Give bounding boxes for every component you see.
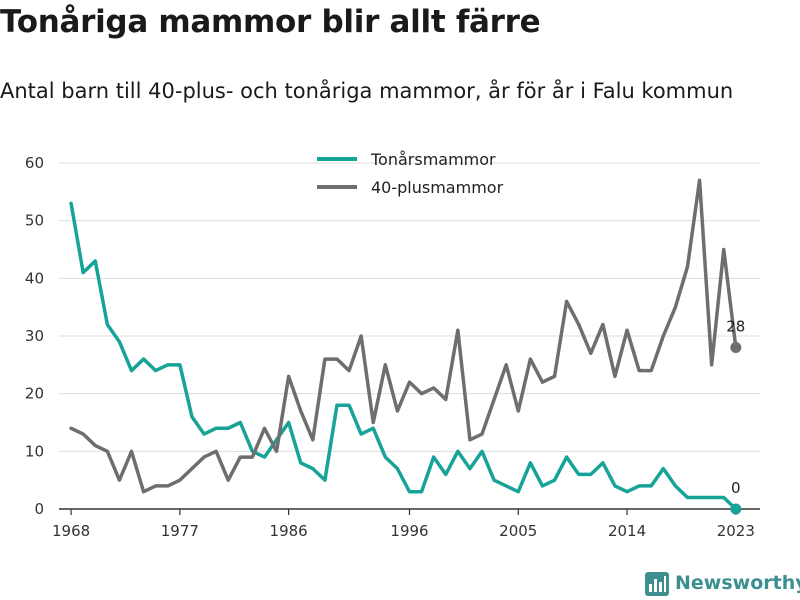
y-tick-label: 40 — [25, 269, 44, 287]
y-tick-label: 30 — [25, 327, 44, 345]
series-lines — [69, 178, 738, 511]
y-axis-ticks: 0 10 20 30 40 50 60 — [25, 154, 44, 518]
grid-lines — [59, 162, 760, 510]
x-tick-label: 1996 — [390, 522, 428, 540]
legend-label-40-plusmammor: 40-plusmammor — [371, 178, 504, 197]
chart-subtitle: Antal barn till 40-plus- och tonåriga ma… — [0, 79, 734, 103]
legend-label-tonarsmammor: Tonårsmammor — [370, 150, 496, 169]
y-tick-label: 20 — [25, 385, 44, 403]
x-tick-label: 2023 — [717, 522, 755, 540]
end-value-label-0: 0 — [731, 479, 741, 497]
x-tick-label: 2014 — [608, 522, 646, 540]
end-value-label-1: 28 — [726, 318, 745, 336]
x-axis-ticks: 1968 1977 1986 1996 2005 2014 2023 — [52, 509, 755, 540]
y-tick-label: 0 — [34, 500, 44, 518]
chart-title: Tonåriga mammor blir allt färre — [0, 4, 541, 40]
y-tick-label: 50 — [25, 212, 44, 230]
x-tick-label: 2005 — [499, 522, 537, 540]
y-tick-label: 10 — [25, 442, 44, 460]
x-tick-label: 1977 — [161, 522, 199, 540]
bar-chart-icon — [645, 572, 669, 596]
x-tick-label: 1968 — [52, 522, 90, 540]
brand-name: Newsworthy — [675, 572, 800, 594]
series-line-0 — [69, 201, 738, 511]
end-point-0 — [730, 503, 742, 515]
x-tick-label: 1986 — [270, 522, 308, 540]
end-point-1 — [730, 342, 742, 354]
legend: Tonårsmammor 40-plusmammor — [317, 150, 504, 197]
newsworthy-logo: Newsworthy — [645, 568, 800, 598]
y-tick-label: 60 — [25, 154, 44, 172]
end-markers: 0 28 — [726, 318, 745, 515]
series-line-1 — [69, 178, 738, 494]
